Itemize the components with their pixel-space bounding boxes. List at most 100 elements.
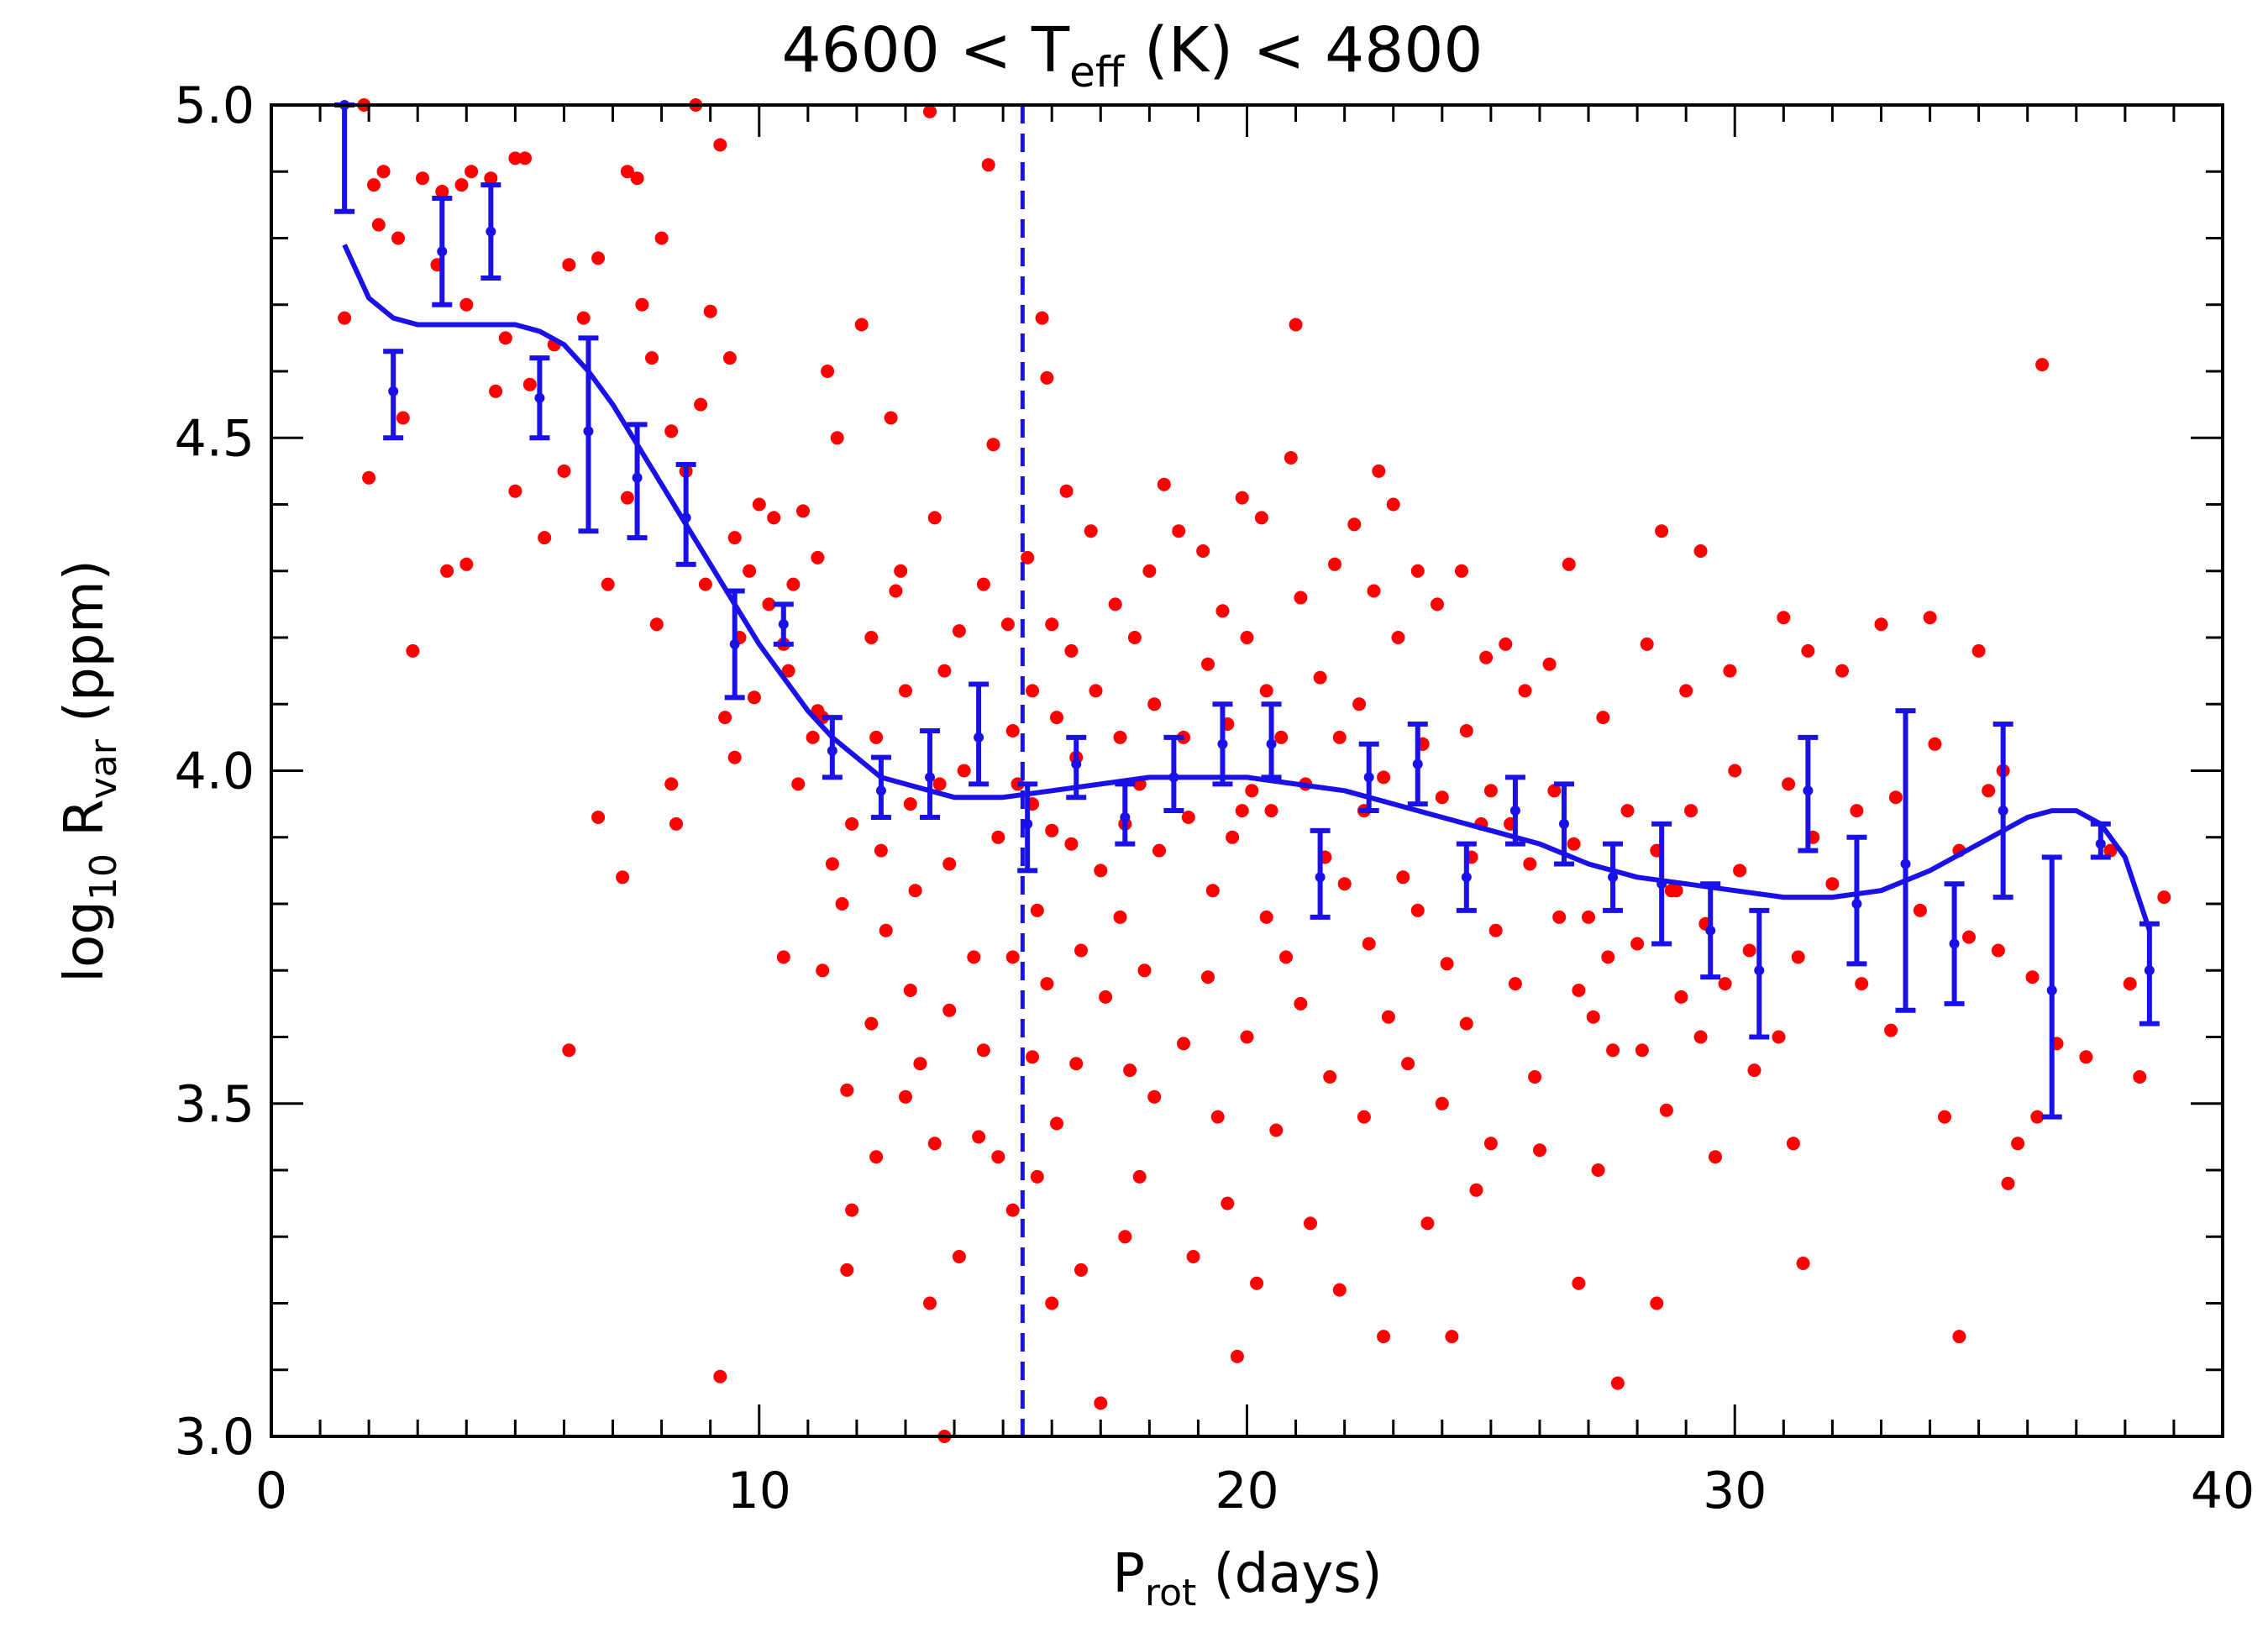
errorbar-13 xyxy=(969,681,990,787)
errorbar-9 xyxy=(773,601,794,647)
data-point-310 xyxy=(1772,1030,1786,1044)
errorbar-11 xyxy=(870,754,891,820)
data-point-161 xyxy=(1181,811,1195,824)
data-point-174 xyxy=(1235,491,1249,505)
data-point-33 xyxy=(616,870,630,885)
data-point-156 xyxy=(1152,843,1166,858)
data-point-204 xyxy=(1367,584,1381,598)
data-point-99 xyxy=(942,1003,957,1017)
errorbar-mean-21 xyxy=(1363,772,1374,783)
errorbar-mean-20 xyxy=(1315,872,1326,883)
errorbar-26 xyxy=(1603,841,1624,913)
data-point-276 xyxy=(1791,950,1805,964)
data-point-81 xyxy=(869,730,884,744)
x-tick-label-2: 20 xyxy=(1215,1462,1278,1520)
data-point-167 xyxy=(1201,970,1215,984)
data-point-22 xyxy=(522,377,537,391)
data-point-270 xyxy=(1733,864,1747,878)
data-point-148 xyxy=(1123,1063,1137,1078)
data-point-209 xyxy=(1386,497,1400,512)
errorbar-8 xyxy=(724,588,745,701)
data-point-171 xyxy=(1226,830,1240,844)
errorbar-1 xyxy=(383,349,404,441)
data-point-28 xyxy=(576,311,591,325)
data-point-155 xyxy=(1147,697,1162,711)
data-point-244 xyxy=(1572,1276,1586,1290)
data-point-289 xyxy=(1923,611,1937,625)
data-point-0 xyxy=(338,311,352,325)
data-point-141 xyxy=(1094,864,1108,878)
data-point-83 xyxy=(879,923,893,937)
data-point-30 xyxy=(591,251,606,265)
data-point-153 xyxy=(1132,1169,1147,1184)
data-point-112 xyxy=(976,1043,990,1058)
data-point-227 xyxy=(1479,650,1494,664)
data-point-15 xyxy=(440,564,454,578)
data-point-133 xyxy=(1064,643,1079,658)
data-point-65 xyxy=(806,730,820,744)
errorbar-3 xyxy=(480,182,501,281)
data-point-269 xyxy=(1723,664,1737,678)
data-point-7 xyxy=(406,643,420,658)
y-tick-label-1: 3.5 xyxy=(175,1075,255,1134)
data-point-187 xyxy=(1289,318,1303,332)
errorbar-mean-23 xyxy=(1461,872,1472,883)
errorbar-2 xyxy=(432,195,453,307)
errorbar-31 xyxy=(1846,834,1867,967)
x-tick-label-1: 10 xyxy=(727,1462,791,1520)
data-point-85 xyxy=(869,1150,884,1164)
chart-title: 4600 < Teff (K) < 4800 xyxy=(782,14,1483,97)
data-point-284 xyxy=(1850,804,1864,818)
data-point-233 xyxy=(1508,977,1522,991)
data-point-304 xyxy=(2079,1050,2093,1064)
data-point-181 xyxy=(1264,804,1278,818)
data-point-92 xyxy=(899,1089,912,1104)
errorbar-mean-31 xyxy=(1851,899,1862,909)
data-point-287 xyxy=(1884,1023,1898,1037)
data-point-123 xyxy=(1026,1050,1039,1064)
data-point-278 xyxy=(1801,643,1815,658)
data-point-264 xyxy=(1693,544,1708,558)
data-point-218 xyxy=(1435,790,1449,805)
data-point-100 xyxy=(927,1137,942,1151)
data-point-165 xyxy=(1201,657,1215,671)
data-point-292 xyxy=(1952,1330,1966,1344)
data-point-199 xyxy=(1347,517,1362,532)
data-point-74 xyxy=(845,816,859,831)
data-point-19 xyxy=(508,151,522,165)
data-point-228 xyxy=(1483,784,1498,798)
data-point-178 xyxy=(1250,1276,1264,1290)
data-point-129 xyxy=(1040,977,1054,991)
data-point-42 xyxy=(664,777,679,791)
data-point-245 xyxy=(1582,910,1595,924)
data-point-41 xyxy=(664,424,679,438)
data-point-8 xyxy=(396,411,410,425)
errorbar-32 xyxy=(1895,708,1916,1013)
data-point-110 xyxy=(991,830,1005,844)
data-point-54 xyxy=(727,750,742,764)
x-axis-label-subscript: rot xyxy=(1145,1572,1196,1614)
data-point-301 xyxy=(2035,358,2050,372)
data-point-43 xyxy=(669,816,683,831)
data-point-249 xyxy=(1591,1163,1605,1177)
plot-frame xyxy=(270,103,2224,1438)
errorbar-mean-32 xyxy=(1900,858,1911,869)
data-point-73 xyxy=(835,897,849,911)
data-point-111 xyxy=(972,1130,986,1144)
binned-errorbars-layer xyxy=(334,100,2160,1120)
data-point-191 xyxy=(1304,1216,1317,1231)
errorbar-mean-8 xyxy=(729,638,740,649)
data-point-211 xyxy=(1396,870,1410,885)
scatter-points-layer xyxy=(338,98,2171,1443)
data-point-254 xyxy=(1635,1043,1649,1058)
data-point-217 xyxy=(1431,597,1444,612)
data-point-3 xyxy=(376,165,391,179)
data-point-104 xyxy=(957,764,971,778)
data-point-76 xyxy=(840,1083,854,1097)
errorbar-mean-7 xyxy=(680,512,691,523)
data-point-109 xyxy=(986,438,1000,452)
errorbar-20 xyxy=(1310,827,1331,920)
data-point-125 xyxy=(1035,311,1049,325)
data-point-35 xyxy=(630,171,644,186)
